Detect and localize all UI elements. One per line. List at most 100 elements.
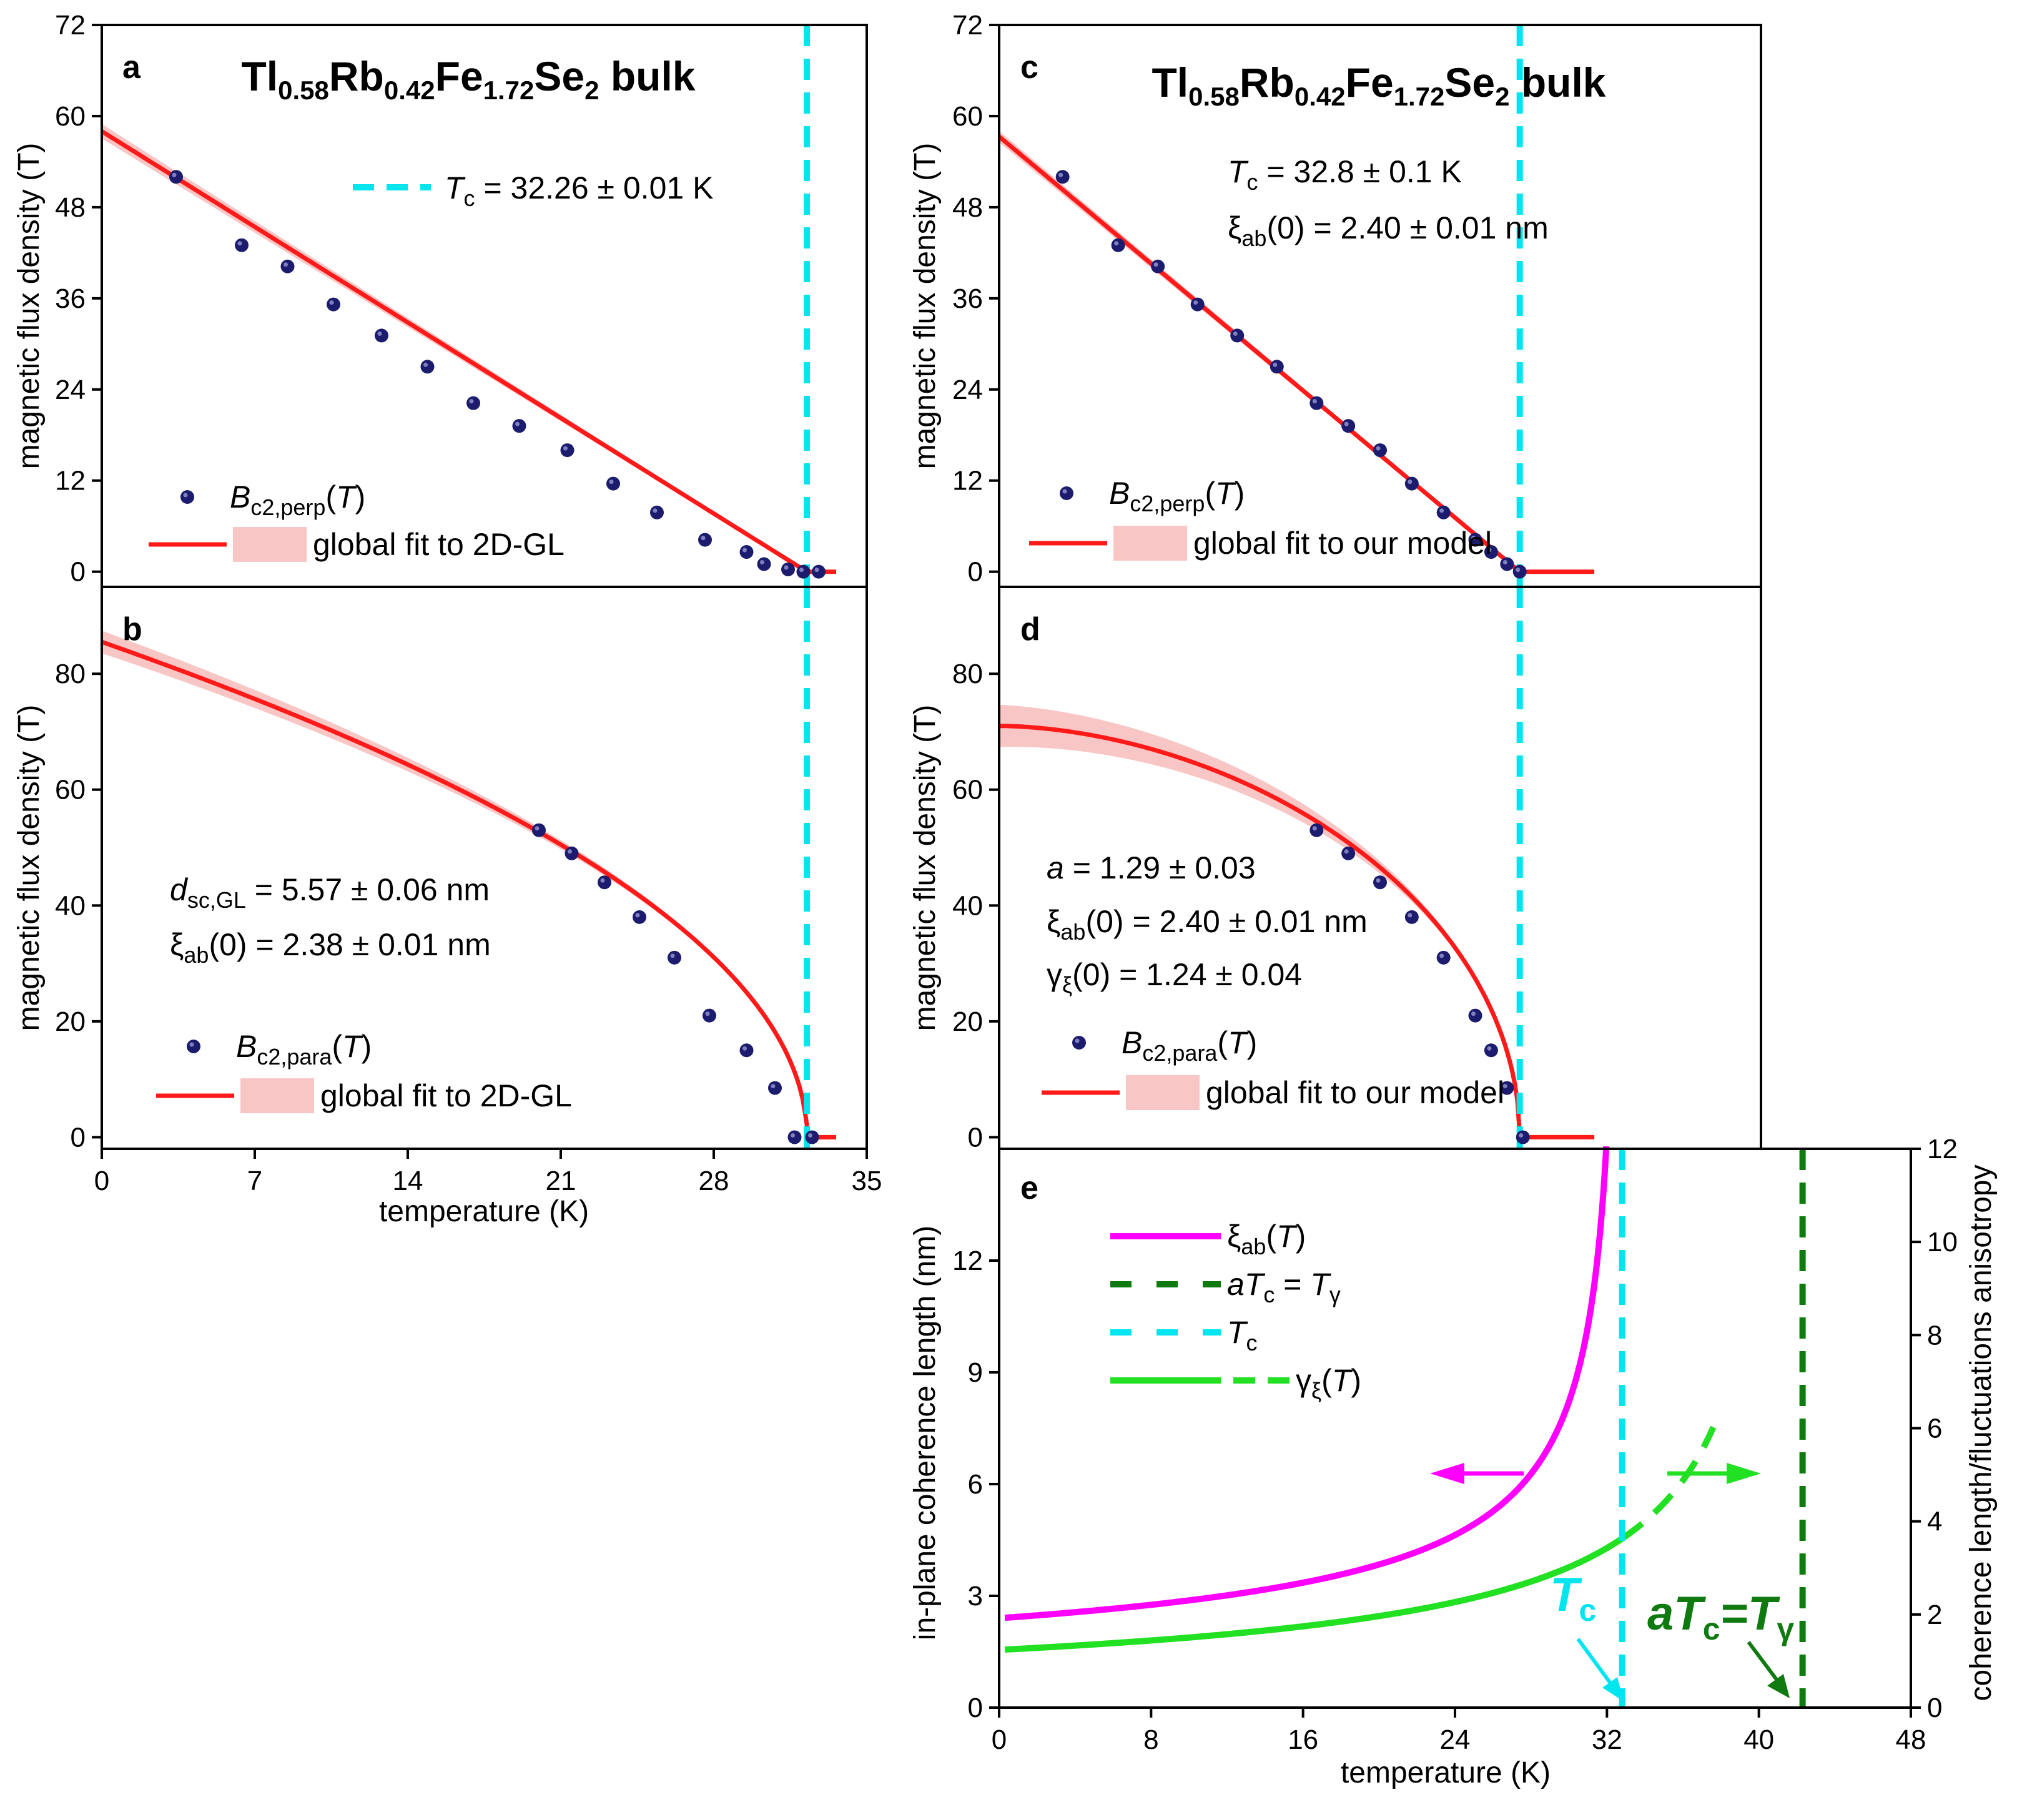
panel-b-point	[565, 846, 579, 860]
panel-b-xtick-label: 21	[546, 1166, 576, 1196]
panel-e-legend-tc-label-sub: c	[1246, 1330, 1258, 1355]
panel-e-legend-xi-label-paren: )	[1296, 1219, 1306, 1254]
panel-d-point-highlight	[1471, 1011, 1476, 1016]
panel-e-y2tick-label: 10	[1927, 1227, 1958, 1257]
panel-b-xtick-label: 0	[94, 1166, 109, 1196]
panel-c-annotation-tc-text: = 32.8 ± 0.1 K	[1258, 154, 1462, 189]
panel-d-annotation-a-sym: a	[1047, 850, 1064, 885]
panel-e-y2tick-label: 6	[1927, 1414, 1942, 1444]
panel-e-legend-atc-label-sub: c	[1263, 1282, 1275, 1307]
panel-a-ytick-label: 60	[55, 101, 86, 132]
panel-c-point	[1341, 419, 1356, 433]
panel-d-legend-data-label: Bc2,para(T)	[1122, 1025, 1257, 1066]
panel-a-ytick-label: 0	[71, 557, 86, 588]
panel-c-point-highlight	[1114, 241, 1119, 246]
panel-d-annotation-xi: ξab(0) = 2.40 ± 0.01 nm	[1047, 904, 1368, 945]
panel-b-point-highlight	[568, 849, 572, 854]
panel-b-annotation-xi-text: (0) = 2.38 ± 0.01 nm	[209, 927, 490, 962]
panel-c-ytick-label: 60	[952, 101, 983, 132]
panel-a-point-highlight	[609, 480, 614, 485]
panel-d-annotation-xi-sub: ab	[1060, 919, 1085, 945]
panel-e-y2tick-label: 0	[1927, 1693, 1942, 1723]
panel-a-legend-fit-swatch-band	[233, 527, 307, 562]
panel-a-title-part: Tl	[241, 53, 278, 99]
panel-e-gamma-dashed	[1620, 1425, 1717, 1542]
panel-d-annotation-gamma-text: (0) = 1.24 ± 0.04	[1072, 957, 1302, 992]
panel-c-legend-data-label-sub: c2,perp	[1130, 491, 1205, 516]
panel-a-point	[560, 443, 575, 458]
panel-b-point	[787, 1130, 802, 1144]
panel-a-point	[327, 297, 340, 312]
panel-e-legend-xi-label-paren: (	[1266, 1219, 1276, 1254]
panel-c-letter: c	[1020, 49, 1038, 86]
panel-a-title-part: Fe	[435, 53, 483, 99]
panel-e-ytick-label: 6	[968, 1469, 983, 1500]
panel-d-legend-data-symbol	[1072, 1036, 1086, 1050]
panel-d-confidence-band	[999, 704, 1595, 1138]
panel-a-legend-data-symbol	[180, 490, 194, 504]
panel-e-right-arrow-head	[1727, 1463, 1761, 1484]
panel-b-point-highlight	[791, 1133, 795, 1138]
panel-b-legend-data-label-var: T	[342, 1029, 363, 1064]
panel-e-ytick-label: 3	[968, 1581, 983, 1611]
panel-a-point-highlight	[563, 446, 568, 451]
panel-d-ytick-label: 60	[952, 775, 983, 805]
panel-b-xlabel: temperature (K)	[379, 1195, 589, 1228]
panel-c-point	[1373, 443, 1387, 458]
panel-a-point	[796, 564, 811, 579]
panel-a-point	[739, 545, 754, 559]
panel-b-legend-data-symbol	[187, 1040, 200, 1053]
panel-b-point	[703, 1008, 716, 1023]
panel-e-atc-label-main: aT	[1647, 1587, 1706, 1640]
panel-c-legend-fit-label: global fit to our model	[1193, 526, 1492, 561]
panel-e-ylabel: in-plane coherence length (nm)	[909, 1226, 942, 1640]
panel-c-point-highlight	[1516, 568, 1521, 573]
panel-c-title-part: bulk	[1510, 59, 1606, 106]
panel-c-title: Tl0.58Rb0.42Fe1.72Se2 bulk	[1152, 59, 1605, 111]
panel-d-point-highlight	[1344, 849, 1349, 854]
panel-b-point	[633, 910, 646, 924]
panel-b-point-highlight	[535, 826, 540, 831]
panel-c-ytick-label: 0	[968, 557, 983, 588]
panel-b-ytick-label: 60	[55, 775, 86, 805]
panel-e-xtick-label: 16	[1288, 1724, 1318, 1755]
panel-e-tc-label-main: T	[1550, 1568, 1582, 1621]
panel-a-title-part: Se	[534, 53, 584, 99]
panel-b-xtick-label: 28	[699, 1166, 729, 1196]
panel-a-point	[698, 533, 712, 547]
panel-a-point-highlight	[423, 362, 428, 367]
panel-a-fit-line	[101, 129, 836, 574]
panel-d-legend-fit-label: global fit to our model	[1206, 1075, 1504, 1110]
panel-a-legend-data-label-paren: )	[355, 480, 366, 514]
panel-c-point	[1190, 297, 1205, 312]
panel-d-legend-data-symbol-highlight	[1075, 1038, 1080, 1043]
panel-b-point-highlight	[600, 878, 605, 883]
panel-b-annotation-xi: ξab(0) = 2.38 ± 0.01 nm	[170, 927, 491, 968]
panel-e-xtick-label: 32	[1592, 1724, 1622, 1755]
panel-c-title-sub: 1.72	[1394, 82, 1445, 111]
panel-a-point-highlight	[653, 508, 658, 513]
panel-d-point	[1373, 875, 1387, 890]
panel-e-xtick-label: 48	[1896, 1724, 1926, 1755]
panel-d-legend-fit-swatch-band	[1126, 1075, 1200, 1110]
panel-c-legend-data-label: Bc2,perp(T)	[1109, 476, 1245, 516]
panel-d-legend-data-label-paren: )	[1247, 1025, 1258, 1060]
panel-d-annotation-gamma: γξ(0) = 1.24 ± 0.04	[1047, 957, 1302, 998]
panel-c-annotation-tc: Tc = 32.8 ± 0.1 K	[1228, 154, 1462, 195]
panel-b-point	[739, 1043, 754, 1058]
panel-a-legend-data-label-sym: B	[230, 480, 250, 514]
panel-c-point-highlight	[1153, 262, 1158, 267]
panel-b-legend-fit-swatch-band	[240, 1078, 314, 1113]
panel-a-annotation-text: = 32.26 ± 0.01 K	[475, 170, 714, 205]
panel-e-atc-arrow-head	[1767, 1674, 1790, 1698]
panel-d-ytick-label: 40	[952, 890, 983, 921]
panel-d-legend-data-label-sym: B	[1122, 1025, 1142, 1060]
panel-e-legend-atc-label-var: T	[1310, 1267, 1331, 1302]
panel-d-point	[1516, 1130, 1530, 1144]
panel-c-point	[1500, 557, 1514, 571]
panel-a-legend-data-symbol-highlight	[183, 493, 188, 498]
panel-b-annotation-d-sym: d	[170, 872, 189, 907]
panel-a-letter: a	[122, 49, 141, 86]
panel-a-annotation-sym: T	[445, 170, 466, 205]
panel-e-ytick-label: 12	[952, 1246, 983, 1276]
